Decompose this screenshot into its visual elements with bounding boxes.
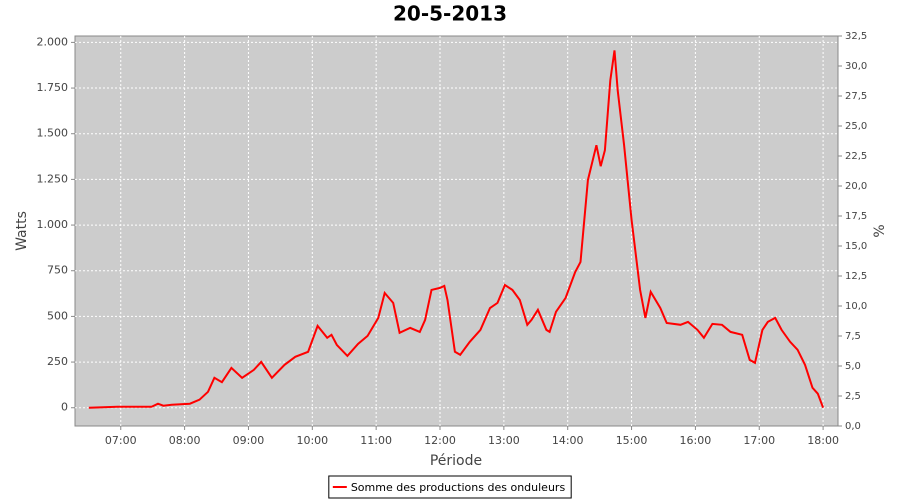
x-tick-label: 10:00	[296, 434, 328, 447]
y2-tick-label: 32,5	[845, 31, 867, 42]
x-tick-label: 09:00	[233, 434, 265, 447]
y2-tick-label: 2,5	[845, 391, 861, 402]
y2-tick-label: 5,0	[845, 361, 861, 372]
y2-tick-label: 25,0	[845, 121, 867, 132]
y2-tick-label: 27,5	[845, 91, 867, 102]
y2-tick-label: 0,0	[845, 421, 861, 432]
legend: Somme des productions des onduleurs	[328, 475, 572, 499]
y-tick-label: 500	[47, 309, 68, 322]
x-axis-label: Période	[430, 453, 482, 469]
x-tick-label: 16:00	[680, 434, 712, 447]
x-tick-label: 15:00	[616, 434, 648, 447]
x-tick-label: 12:00	[424, 434, 456, 447]
x-tick-label: 14:00	[552, 434, 584, 447]
x-tick-label: 18:00	[807, 434, 839, 447]
y2-tick-label: 22,5	[845, 151, 867, 162]
y2-tick-label: 12,5	[845, 271, 867, 282]
legend-box	[328, 475, 572, 499]
legend-label: Somme des productions des onduleurs	[351, 481, 566, 494]
y2-tick-label: 20,0	[845, 181, 867, 192]
y-tick-label: 0	[61, 401, 68, 414]
x-tick-label: 11:00	[360, 434, 392, 447]
y2-axis-label: %	[872, 224, 888, 237]
plot-area	[74, 35, 839, 427]
y2-tick-label: 17,5	[845, 211, 867, 222]
y-tick-label: 250	[47, 355, 68, 368]
y-tick-label: 1.000	[37, 218, 69, 231]
y-tick-label: 1.750	[37, 81, 69, 94]
y-axis-label: Watts	[14, 211, 30, 251]
y-tick-label: 1.250	[37, 172, 69, 185]
y2-tick-label: 10,0	[845, 301, 867, 312]
chart-title: 20-5-2013	[393, 2, 507, 26]
data-line	[88, 50, 825, 409]
y2-tick-label: 30,0	[845, 61, 867, 72]
x-tick-label: 17:00	[743, 434, 775, 447]
y2-tick-label: 7,5	[845, 331, 861, 342]
x-tick-label: 13:00	[488, 434, 520, 447]
y2-tick-label: 15,0	[845, 241, 867, 252]
y-tick-label: 750	[47, 264, 68, 277]
y-tick-label: 1.500	[37, 127, 69, 140]
x-tick-label: 08:00	[169, 434, 201, 447]
x-tick-label: 07:00	[105, 434, 137, 447]
y-tick-label: 2.000	[37, 35, 69, 48]
